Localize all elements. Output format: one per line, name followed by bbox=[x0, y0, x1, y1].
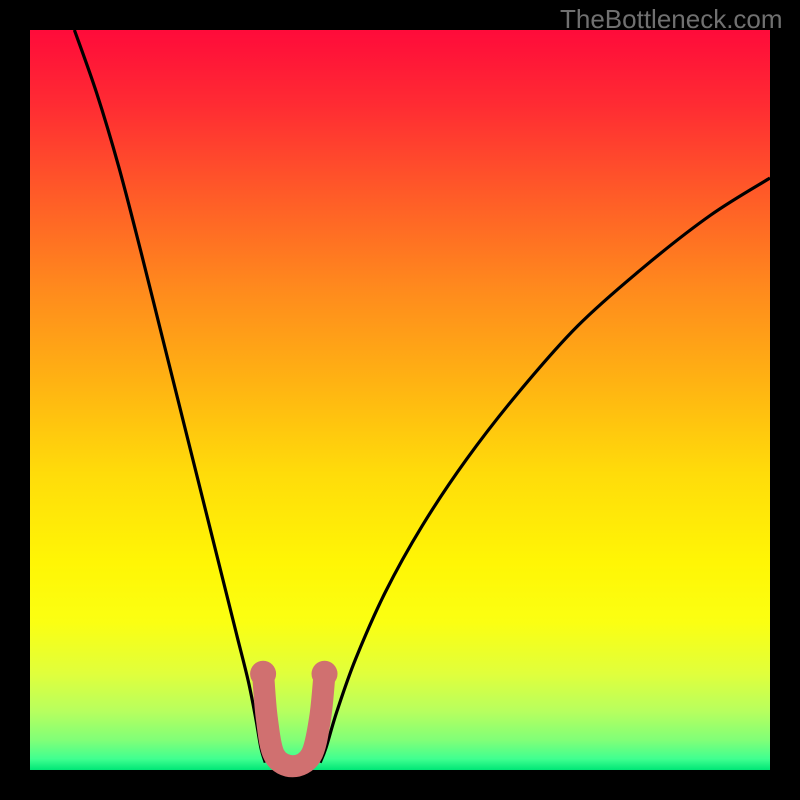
marker-end-right bbox=[312, 661, 338, 687]
watermark-text: TheBottleneck.com bbox=[560, 4, 783, 35]
plot-area bbox=[30, 30, 770, 770]
chart-container: TheBottleneck.com bbox=[0, 0, 800, 800]
marker-end-left bbox=[250, 661, 276, 687]
bottleneck-curve-chart bbox=[0, 0, 800, 800]
